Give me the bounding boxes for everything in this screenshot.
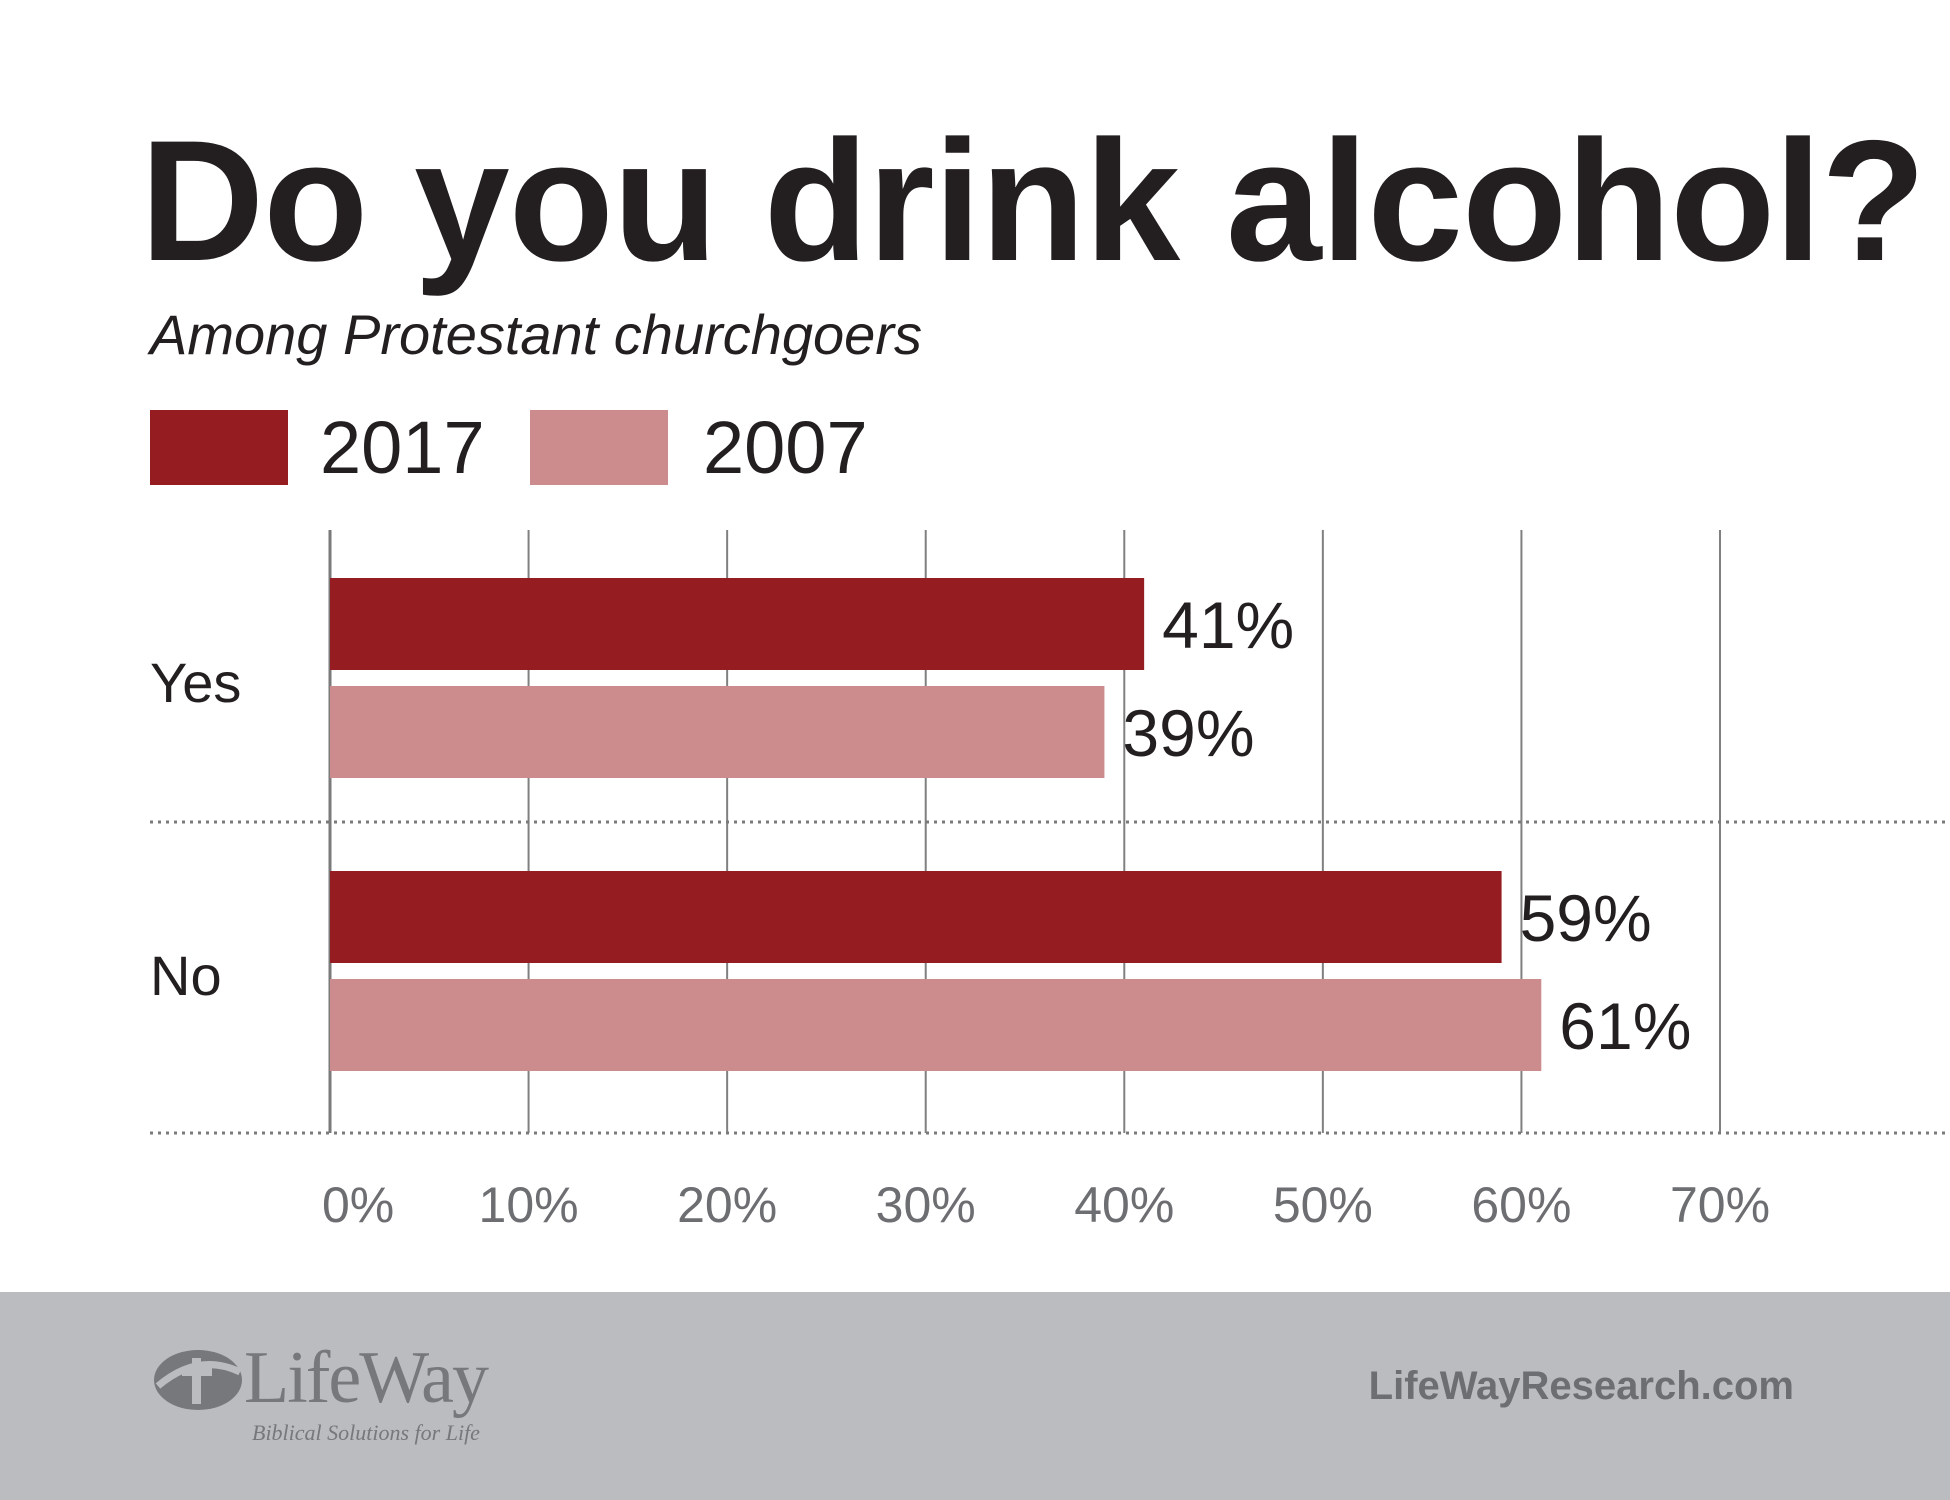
legend-label-2007: 2007: [703, 406, 868, 489]
category-label: Yes: [150, 651, 241, 714]
x-tick-label: 60%: [1471, 1177, 1571, 1233]
bar: [330, 871, 1502, 963]
x-tick-label: 40%: [1074, 1177, 1174, 1233]
x-tick-label: 20%: [677, 1177, 777, 1233]
data-label: 39%: [1122, 696, 1254, 770]
footer: LifeWay Biblical Solutions for Life Life…: [0, 1292, 1950, 1500]
legend-label-2017: 2017: [320, 406, 485, 489]
x-tick-label: 70%: [1670, 1177, 1770, 1233]
data-label: 41%: [1162, 588, 1294, 662]
lifeway-mark-icon: [154, 1350, 242, 1410]
bar-chart: Yes 41% 39% No 59% 61% 0% 10% 20% 30% 40% 50% 60% 70%: [150, 530, 1950, 1233]
lifeway-logo: LifeWay Biblical Solutions for Life: [152, 1336, 532, 1456]
x-tick-label: 30%: [876, 1177, 976, 1233]
logo-wordmark: LifeWay: [244, 1337, 489, 1419]
x-tick-label: 0%: [322, 1177, 394, 1233]
x-tick-label: 10%: [479, 1177, 579, 1233]
chart-subtitle: Among Protestant churchgoers: [150, 303, 922, 366]
website-link[interactable]: LifeWayResearch.com: [1368, 1364, 1794, 1408]
legend-swatch-2007: [530, 410, 668, 485]
bar: [330, 686, 1105, 778]
logo-tagline: Biblical Solutions for Life: [252, 1420, 480, 1445]
legend-swatch-2017: [150, 410, 288, 485]
category-label: No: [150, 944, 222, 1007]
bar: [330, 979, 1542, 1071]
chart-title: Do you drink alcohol?: [140, 105, 1926, 297]
data-label: 59%: [1520, 881, 1652, 955]
bar: [330, 578, 1145, 670]
x-tick-label: 50%: [1273, 1177, 1373, 1233]
data-label: 61%: [1559, 989, 1691, 1063]
